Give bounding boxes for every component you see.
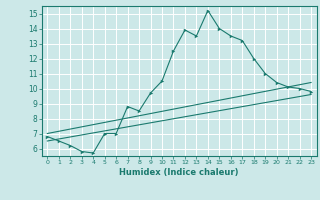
X-axis label: Humidex (Indice chaleur): Humidex (Indice chaleur) [119, 168, 239, 177]
